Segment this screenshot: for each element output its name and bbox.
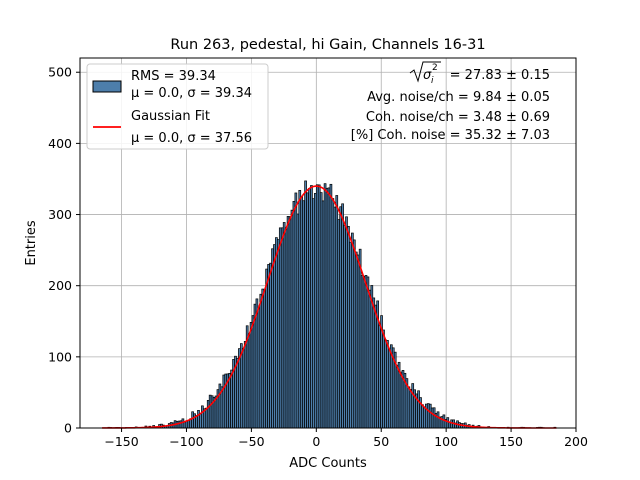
x-axis-ticks: −150 −100 −50 0 50 100 150 200 <box>104 428 588 449</box>
stats-annotations: σ i 2 = 27.83 ± 0.15 Avg. noise/ch = 9.8… <box>351 61 550 143</box>
y-tick-label: 0 <box>64 421 72 436</box>
y-tick-label: 100 <box>48 349 72 364</box>
x-tick-label: 100 <box>434 434 458 449</box>
annotation-sigma-value: = 27.83 ± 0.15 <box>450 68 550 83</box>
x-tick-label: −50 <box>238 434 264 449</box>
y-tick-label: 500 <box>48 65 72 80</box>
annotation-coh-noise-percent: [%] Coh. noise = 35.32 ± 7.03 <box>351 128 550 143</box>
y-axis-ticks: 0 100 200 300 400 500 <box>48 65 80 436</box>
x-tick-label: 200 <box>564 434 588 449</box>
histogram-bars <box>103 180 559 429</box>
sqrt-sigma-symbol: σ i 2 <box>409 61 441 86</box>
x-tick-label: −100 <box>169 434 203 449</box>
svg-text:2: 2 <box>432 63 438 73</box>
x-tick-label: 50 <box>373 434 389 449</box>
x-axis-label: ADC Counts <box>289 456 367 471</box>
svg-text:i: i <box>431 76 434 86</box>
legend-fit-label: Gaussian Fit <box>131 109 210 124</box>
y-axis-label: Entries <box>24 220 39 266</box>
x-tick-label: −150 <box>104 434 138 449</box>
x-tick-label: 150 <box>499 434 523 449</box>
y-tick-label: 200 <box>48 278 72 293</box>
y-tick-label: 300 <box>48 207 72 222</box>
x-tick-label: 0 <box>312 434 320 449</box>
legend-histogram-swatch <box>92 80 122 93</box>
grid-lines <box>80 58 577 429</box>
plot-frame <box>79 57 577 429</box>
annotation-avg-noise: Avg. noise/ch = 9.84 ± 0.05 <box>367 90 550 105</box>
annotation-coh-noise: Coh. noise/ch = 3.48 ± 0.69 <box>366 110 550 125</box>
legend-histogram-detail: μ = 0.0, σ = 39.34 <box>131 86 252 101</box>
y-tick-label: 400 <box>48 136 72 151</box>
legend-box <box>86 63 269 150</box>
gaussian-fit-line <box>102 185 557 429</box>
legend-histogram-label: RMS = 39.34 <box>131 69 216 84</box>
chart-title: Run 263, pedestal, hi Gain, Channels 16-… <box>170 37 485 53</box>
legend-fit-detail: μ = 0.0, σ = 37.56 <box>131 131 252 146</box>
svg-text:σ: σ <box>423 68 432 83</box>
legend: RMS = 39.34 μ = 0.0, σ = 39.34 Gaussian … <box>86 63 269 150</box>
